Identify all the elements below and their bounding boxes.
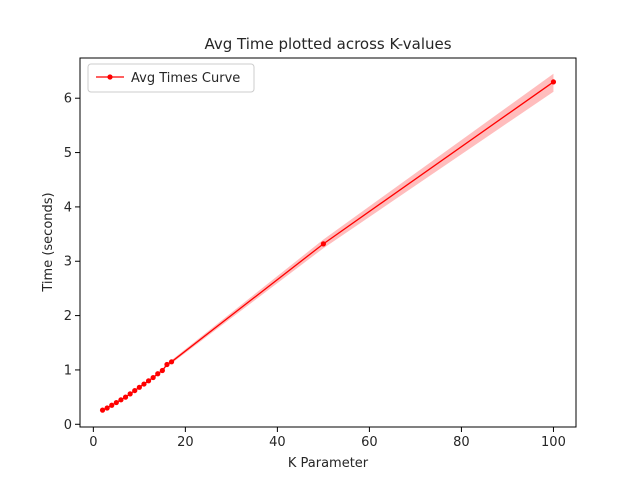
y-tick-label-5: 5: [64, 146, 72, 161]
x-tick-label-2: 40: [269, 435, 286, 450]
y-tick-label-2: 2: [64, 309, 72, 324]
legend-box: [87, 63, 255, 93]
data-point-0-12: [155, 371, 161, 377]
data-point-0-4: [118, 397, 124, 403]
data-point-0-2: [109, 402, 115, 408]
legend-marker-sample: [107, 74, 113, 80]
data-point-0-0: [99, 407, 106, 413]
chart-title: Avg Time plotted across K-values: [204, 35, 451, 53]
x-axis-label: K Parameter: [288, 456, 369, 471]
data-point-0-8: [136, 384, 142, 390]
data-point-0-11: [150, 374, 156, 381]
x-tick-label-5: 100: [541, 435, 566, 450]
data-point-0-15: [168, 359, 175, 365]
data-point-0-10: [145, 378, 152, 384]
y-tick-label-6: 6: [64, 92, 72, 107]
plot-area: 0 20 40 60 80 100 0 1 2 3 4 5 6: [64, 57, 577, 450]
data-point-0-13: [159, 367, 165, 374]
data-point-0-17: [550, 79, 557, 85]
data-point-0-16: [320, 241, 326, 247]
data-point-0-9: [141, 381, 147, 387]
x-tick-label-3: 60: [361, 435, 378, 450]
data-point-0-1: [104, 405, 110, 411]
y-tick-label-1: 1: [64, 363, 72, 378]
data-point-0-5: [122, 394, 129, 400]
y-tick-label-3: 3: [64, 255, 72, 270]
data-point-0-3: [113, 399, 119, 406]
legend-label: Avg Times Curve: [131, 71, 240, 86]
y-tick-label-0: 0: [64, 418, 72, 433]
legend: Avg Times Curve: [87, 63, 255, 93]
x-tick-label-0: 0: [89, 435, 97, 450]
x-tick-label-4: 80: [453, 435, 470, 450]
axes-frame: [79, 57, 577, 428]
y-tick-label-4: 4: [64, 200, 72, 215]
y-axis-label: Time (seconds): [41, 192, 56, 292]
data-point-0-6: [127, 391, 133, 397]
series-0-band: [102, 73, 554, 411]
data-point-0-7: [132, 387, 138, 394]
x-tick-label-1: 20: [177, 435, 194, 450]
data-point-0-14: [164, 361, 170, 368]
